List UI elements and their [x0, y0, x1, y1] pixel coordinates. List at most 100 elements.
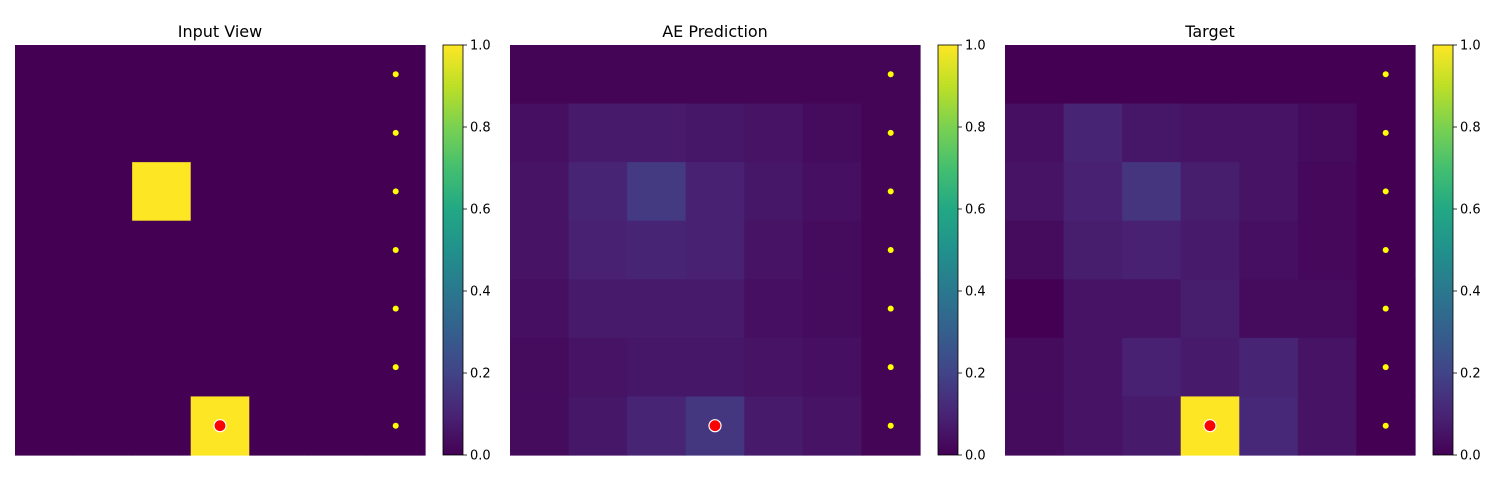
heatmap-cell [1063, 103, 1123, 163]
heatmap-cell [73, 220, 133, 280]
agent-marker [708, 419, 722, 433]
heatmap-cell [1180, 220, 1240, 280]
goal-marker-dot [1382, 422, 1389, 429]
heatmap-cell [1297, 396, 1358, 456]
heatmap-cell [802, 396, 863, 456]
heatmap-cell [568, 45, 628, 105]
heatmap-cell [1239, 279, 1299, 339]
heatmap-cell [15, 162, 75, 222]
heatmap-cell [627, 396, 687, 456]
heatmap-cell [132, 103, 192, 163]
heatmap-cell [190, 337, 250, 398]
heatmap-cell [132, 279, 192, 339]
heatmap-cell [510, 103, 570, 163]
goal-marker-dot [1382, 71, 1389, 78]
heatmap-cell [307, 396, 368, 456]
heatmap-cell [685, 162, 745, 222]
heatmap-cell [132, 45, 192, 105]
heatmap-cell [249, 162, 309, 222]
heatmap-cell [15, 103, 75, 163]
goal-marker-dot [1382, 188, 1389, 195]
heatmap-cell [1180, 45, 1240, 105]
colorbar-tick-label: 0.6 [965, 203, 986, 218]
colorbar-tick-label: 1.0 [965, 39, 986, 54]
heatmap-cell [15, 396, 75, 456]
goal-marker-dot [887, 129, 894, 136]
goal-marker-dot [1382, 364, 1389, 371]
heatmap-cell [627, 103, 687, 163]
goal-marker-dot [887, 422, 894, 429]
heatmap-cell [132, 162, 192, 222]
heatmap-cell [1063, 45, 1123, 105]
heatmap-cell [307, 45, 368, 105]
colorbar-frame [937, 44, 959, 456]
panel-ae-prediction: AE Prediction 0.0 0.2 0.4 0.6 0.8 1.0 [510, 22, 986, 464]
heatmap-cell [568, 396, 628, 456]
agent-marker-dot [213, 419, 227, 433]
colorbar-tick-label: 0.2 [965, 367, 986, 382]
heatmap-cell [190, 162, 250, 222]
heatmap-cell [249, 279, 309, 339]
goal-marker-dot [1382, 247, 1389, 253]
heatmap-cell [510, 220, 570, 280]
heatmap-cell [568, 220, 628, 280]
heatmap-cell [1239, 103, 1299, 163]
heatmap-cell [73, 45, 133, 105]
heatmap-cell [1239, 337, 1299, 398]
goal-marker-dot [887, 71, 894, 78]
goal-marker-dot [1382, 129, 1389, 136]
heatmap-cell [510, 396, 570, 456]
colorbar-tick-label: 0.0 [470, 449, 491, 464]
goal-markers [392, 71, 399, 429]
heatmap-cell [1005, 337, 1065, 398]
heatmap-cell [249, 220, 309, 280]
goal-marker-dot [887, 247, 894, 253]
heatmap-cell [1297, 220, 1358, 280]
heatmap-cell [685, 337, 745, 398]
heatmap-cell [1180, 279, 1240, 339]
heatmap-cell [1297, 279, 1358, 339]
goal-marker-dot [392, 129, 399, 136]
heatmap-cell [1239, 220, 1299, 280]
heatmap-cell [568, 337, 628, 398]
heatmap-cell [307, 279, 368, 339]
heatmap-cell [627, 162, 687, 222]
heatmap-cell [1122, 45, 1182, 105]
heatmap-cell [73, 279, 133, 339]
heatmap-cell [685, 45, 745, 105]
heatmap-cell [1239, 396, 1299, 456]
heatmap-cell [249, 45, 309, 105]
heatmap-cell [190, 45, 250, 105]
colorbar-gradient [938, 45, 958, 455]
heatmap-cell [307, 162, 368, 222]
heatmap-cell [510, 45, 570, 105]
heatmap-cell [1122, 396, 1182, 456]
colorbar-gradient [443, 45, 463, 455]
heatmap-cell [1122, 162, 1182, 222]
heatmap-cell [15, 279, 75, 339]
colorbar: 0.0 0.2 0.4 0.6 0.8 1.0 [937, 39, 986, 464]
heatmap-cell [627, 279, 687, 339]
agent-marker [1203, 419, 1217, 433]
heatmap-cell [568, 279, 628, 339]
agent-marker [213, 419, 227, 433]
panel-input-view: Input View 0.0 0.2 0.4 0.6 0.8 1.0 [15, 22, 491, 464]
heatmap-cell [802, 162, 863, 222]
heatmap-cell [73, 337, 133, 398]
goal-marker-dot [392, 364, 399, 371]
heatmap-cell [1122, 103, 1182, 163]
heatmap-cell [627, 220, 687, 280]
heatmap-cell [15, 220, 75, 280]
heatmap-cell [744, 279, 804, 339]
heatmap-cell [190, 279, 250, 339]
heatmap-cell [744, 396, 804, 456]
heatmap-cell [1063, 279, 1123, 339]
heatmap-cell [1122, 220, 1182, 280]
heatmap-cell [627, 45, 687, 105]
heatmap-cell [1239, 162, 1299, 222]
heatmap-cell [1122, 337, 1182, 398]
panel-title: Target [1184, 22, 1235, 41]
heatmap-cell [744, 103, 804, 163]
goal-marker-dot [1382, 305, 1389, 312]
